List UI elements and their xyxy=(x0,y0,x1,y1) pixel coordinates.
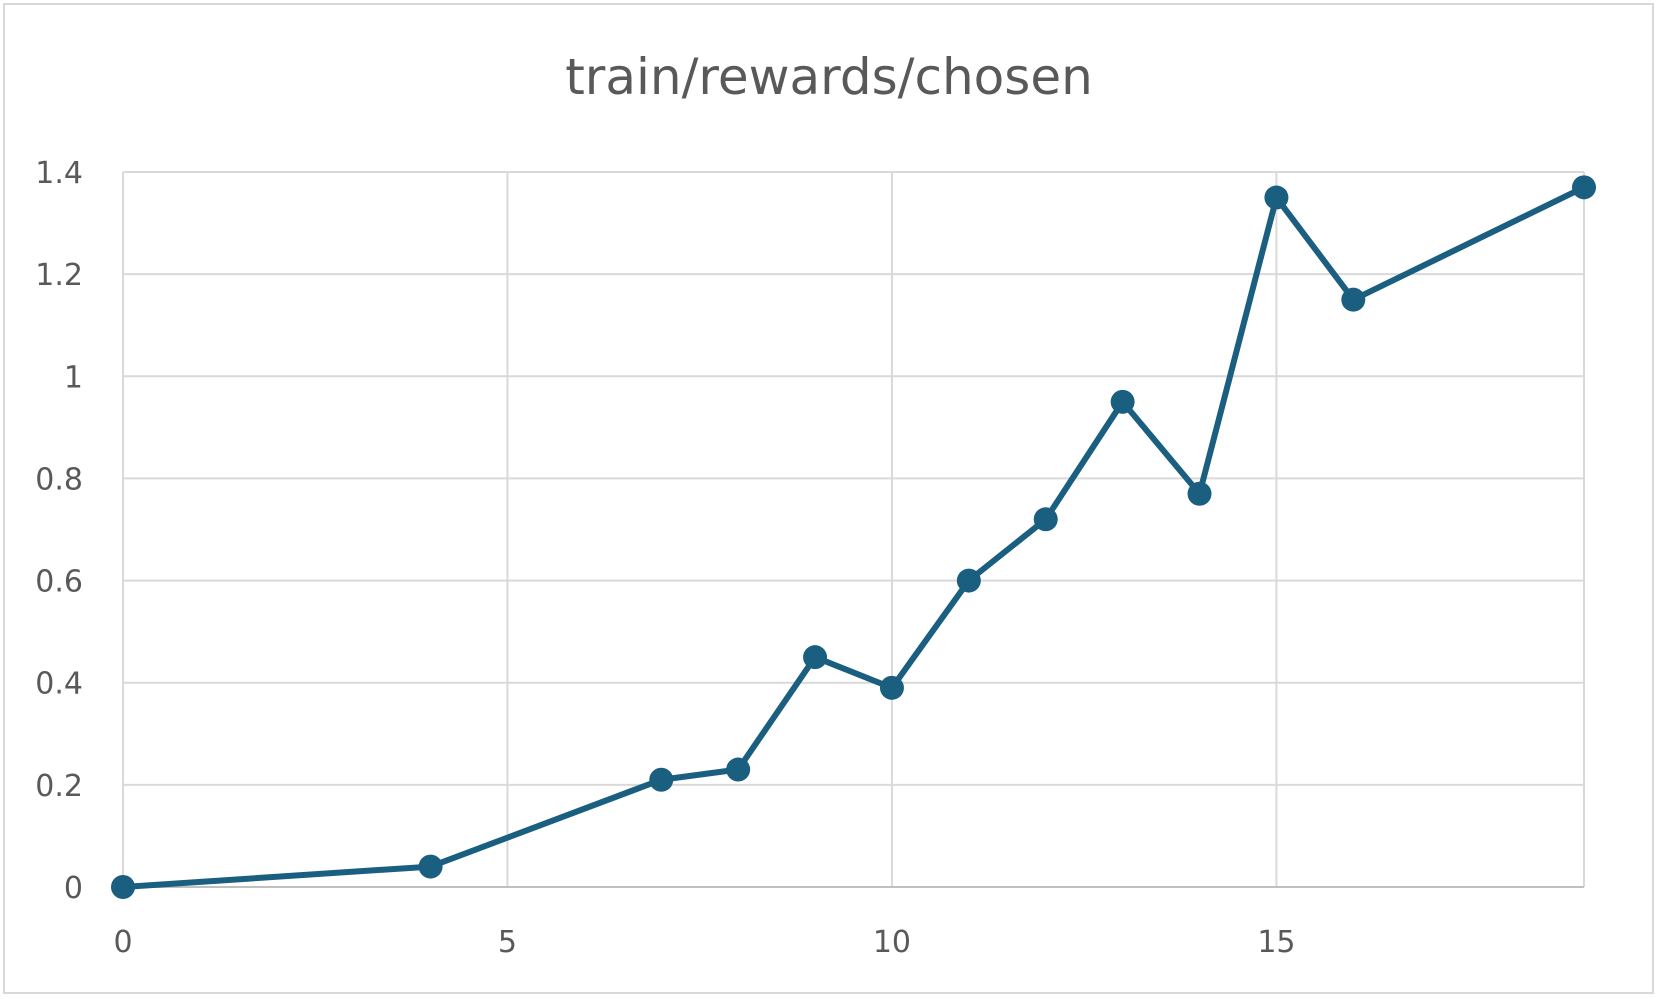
y-tick-label: 0.6 xyxy=(35,565,83,600)
gridlines xyxy=(122,171,1585,887)
data-point xyxy=(1264,185,1289,210)
data-point xyxy=(726,757,751,782)
data-point xyxy=(649,767,674,792)
x-tick-label: 5 xyxy=(498,925,517,960)
chart-frame xyxy=(3,3,1654,994)
y-tick-label: 0.8 xyxy=(35,462,83,497)
series xyxy=(111,175,1596,899)
data-point xyxy=(418,854,443,879)
x-tick-label: 15 xyxy=(1257,925,1295,960)
series-line xyxy=(120,184,1587,890)
data-point xyxy=(956,568,981,593)
data-point xyxy=(1187,481,1212,506)
tick-labels: 0 0.2 0.4 0.6 0.8 1 1.2 1.4 0 5 10 15 xyxy=(35,156,1295,960)
y-tick-label: 1.2 xyxy=(35,258,83,293)
data-point xyxy=(1572,175,1596,200)
y-tick-label: 0 xyxy=(64,871,83,906)
x-tick-label: 10 xyxy=(873,925,911,960)
data-point xyxy=(111,875,135,899)
data-point xyxy=(1341,287,1366,312)
data-point xyxy=(1033,507,1058,532)
x-tick-label: 0 xyxy=(113,925,132,960)
y-tick-label: 0.4 xyxy=(35,667,83,702)
data-point xyxy=(803,645,828,670)
chart-title: train/rewards/chosen xyxy=(565,48,1093,106)
data-point xyxy=(879,675,904,700)
y-tick-label: 1 xyxy=(64,360,83,395)
data-point xyxy=(1110,389,1135,414)
y-tick-label: 0.2 xyxy=(35,769,83,804)
y-tick-label: 1.4 xyxy=(35,156,83,191)
